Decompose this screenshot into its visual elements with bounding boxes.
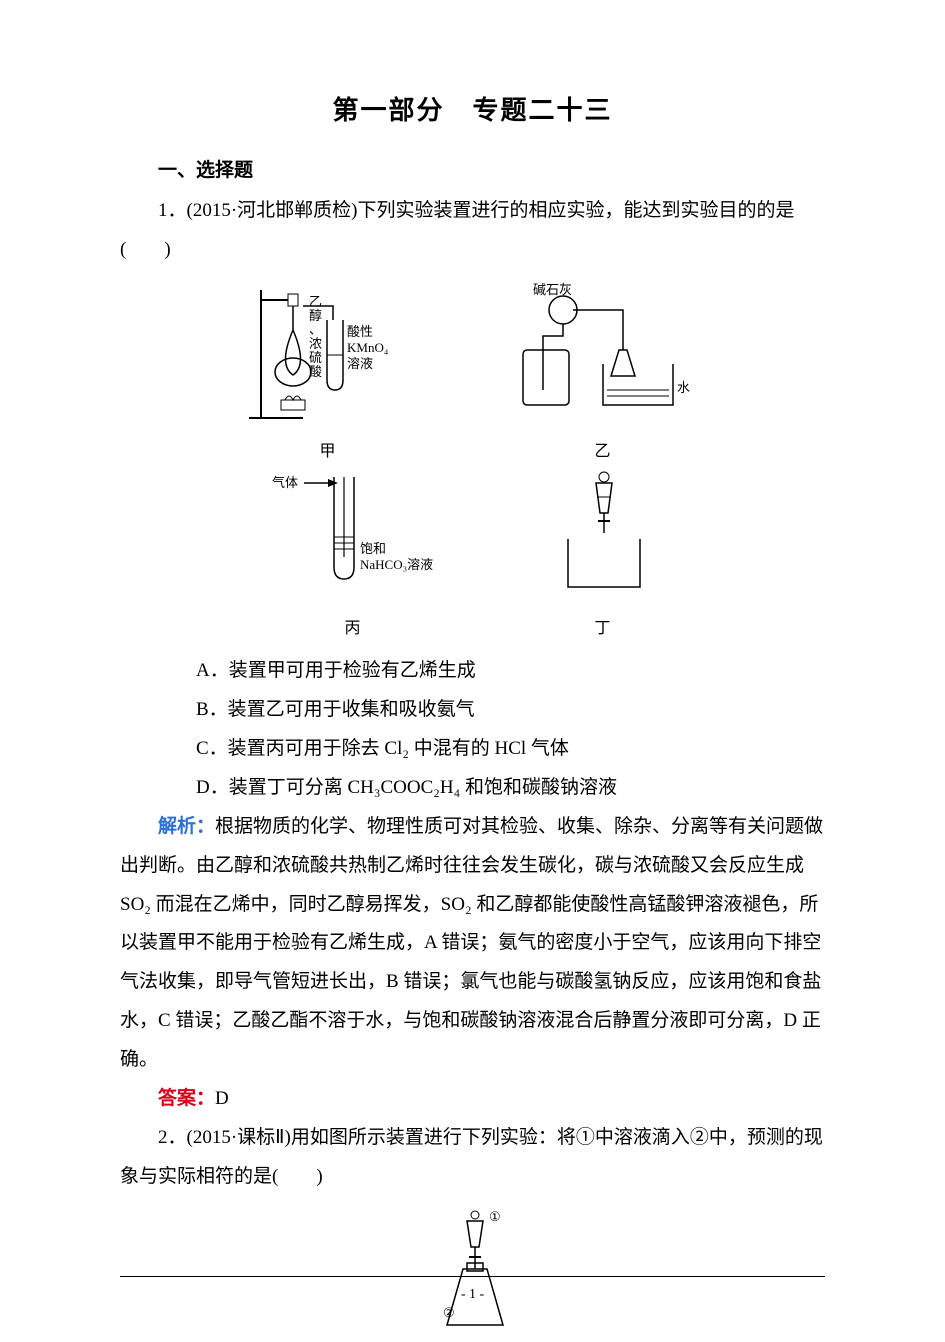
q1-answer: 答案：D: [120, 1080, 825, 1119]
svg-text:浓: 浓: [309, 336, 322, 351]
svg-text:KMnO₄: KMnO₄: [347, 340, 389, 355]
svg-text:硫: 硫: [309, 350, 322, 365]
diagram-q2: ① ②: [413, 1207, 533, 1337]
page-number: - 1 -: [0, 1287, 945, 1303]
svg-text:溶液: 溶液: [347, 356, 373, 371]
diagram-jia: 乙 醇 、 浓 硫 酸 酸性 KMnO₄ 溶液: [243, 280, 413, 430]
page: 第一部分 专题二十三 一、选择题 1．(2015·河北邯郸质检)下列实验装置进行…: [0, 0, 945, 1337]
section-heading: 一、选择题: [120, 155, 825, 182]
figure-ding-caption: 丁: [528, 614, 678, 638]
figure-bing-caption: 丙: [268, 614, 438, 638]
q1-option-d: D．装置丁可分离 CH₃COOC₂H₄ 和饱和碳酸钠溶液: [120, 769, 825, 808]
figure-bing: 气体 饱和 NaHCO₃溶液 丙: [268, 467, 438, 638]
figure-jia-caption: 甲: [243, 437, 413, 461]
svg-text:、: 、: [309, 322, 322, 337]
page-title: 第一部分 专题二十三: [120, 90, 825, 127]
label-nahco3: 饱和: [360, 541, 386, 556]
q2-figure-block: ① ②: [120, 1207, 825, 1342]
diagram-bing: 气体 饱和 NaHCO₃溶液: [268, 467, 438, 607]
figure-yi: 碱石灰 水 乙: [503, 280, 703, 461]
label-circle2: ②: [443, 1305, 455, 1320]
q1-figure-block: 乙 醇 、 浓 硫 酸 酸性 KMnO₄ 溶液 甲 碱石灰: [120, 280, 825, 638]
label-gas: 气体: [272, 475, 298, 490]
q1-figure-row1: 乙 醇 、 浓 硫 酸 酸性 KMnO₄ 溶液 甲 碱石灰: [120, 280, 825, 461]
figure-yi-caption: 乙: [503, 437, 703, 461]
label-ethanol: 乙: [309, 294, 322, 309]
q1-figure-row2: 气体 饱和 NaHCO₃溶液 丙: [120, 467, 825, 638]
label-kmno4: 酸性: [347, 324, 373, 339]
q1-stem-line2: ( ): [120, 231, 825, 270]
footer-rule: [120, 1276, 825, 1277]
q1-option-c: C．装置丙可用于除去 Cl₂ 中混有的 HCl 气体: [120, 730, 825, 769]
figure-jia: 乙 醇 、 浓 硫 酸 酸性 KMnO₄ 溶液 甲: [243, 280, 413, 461]
label-jianshihui: 碱石灰: [533, 282, 572, 297]
svg-text:醇: 醇: [309, 308, 322, 323]
answer-label: 答案：: [158, 1088, 215, 1109]
analysis-text: 根据物质的化学、物理性质可对其检验、收集、除杂、分离等有关问题做出判断。由乙醇和…: [120, 816, 823, 1071]
analysis-label: 解析：: [158, 816, 215, 837]
q1-stem-line1: 1．(2015·河北邯郸质检)下列实验装置进行的相应实验，能达到实验目的的是: [120, 192, 825, 231]
q1-option-b: B．装置乙可用于收集和吸收氨气: [120, 691, 825, 730]
q1-analysis: 解析：根据物质的化学、物理性质可对其检验、收集、除杂、分离等有关问题做出判断。由…: [120, 808, 825, 1081]
diagram-ding: [528, 467, 678, 607]
label-circle1: ①: [489, 1209, 501, 1224]
label-water: 水: [677, 380, 690, 395]
q1-option-a: A．装置甲可用于检验有乙烯生成: [120, 652, 825, 691]
q2-stem: 2．(2015·课标Ⅱ)用如图所示装置进行下列实验：将①中溶液滴入②中，预测的现…: [120, 1119, 825, 1197]
figure-ding: 丁: [528, 467, 678, 638]
svg-text:NaHCO₃溶液: NaHCO₃溶液: [360, 557, 433, 572]
svg-text:酸: 酸: [309, 364, 322, 379]
diagram-yi: 碱石灰 水: [503, 280, 703, 430]
answer-value: D: [215, 1088, 229, 1109]
